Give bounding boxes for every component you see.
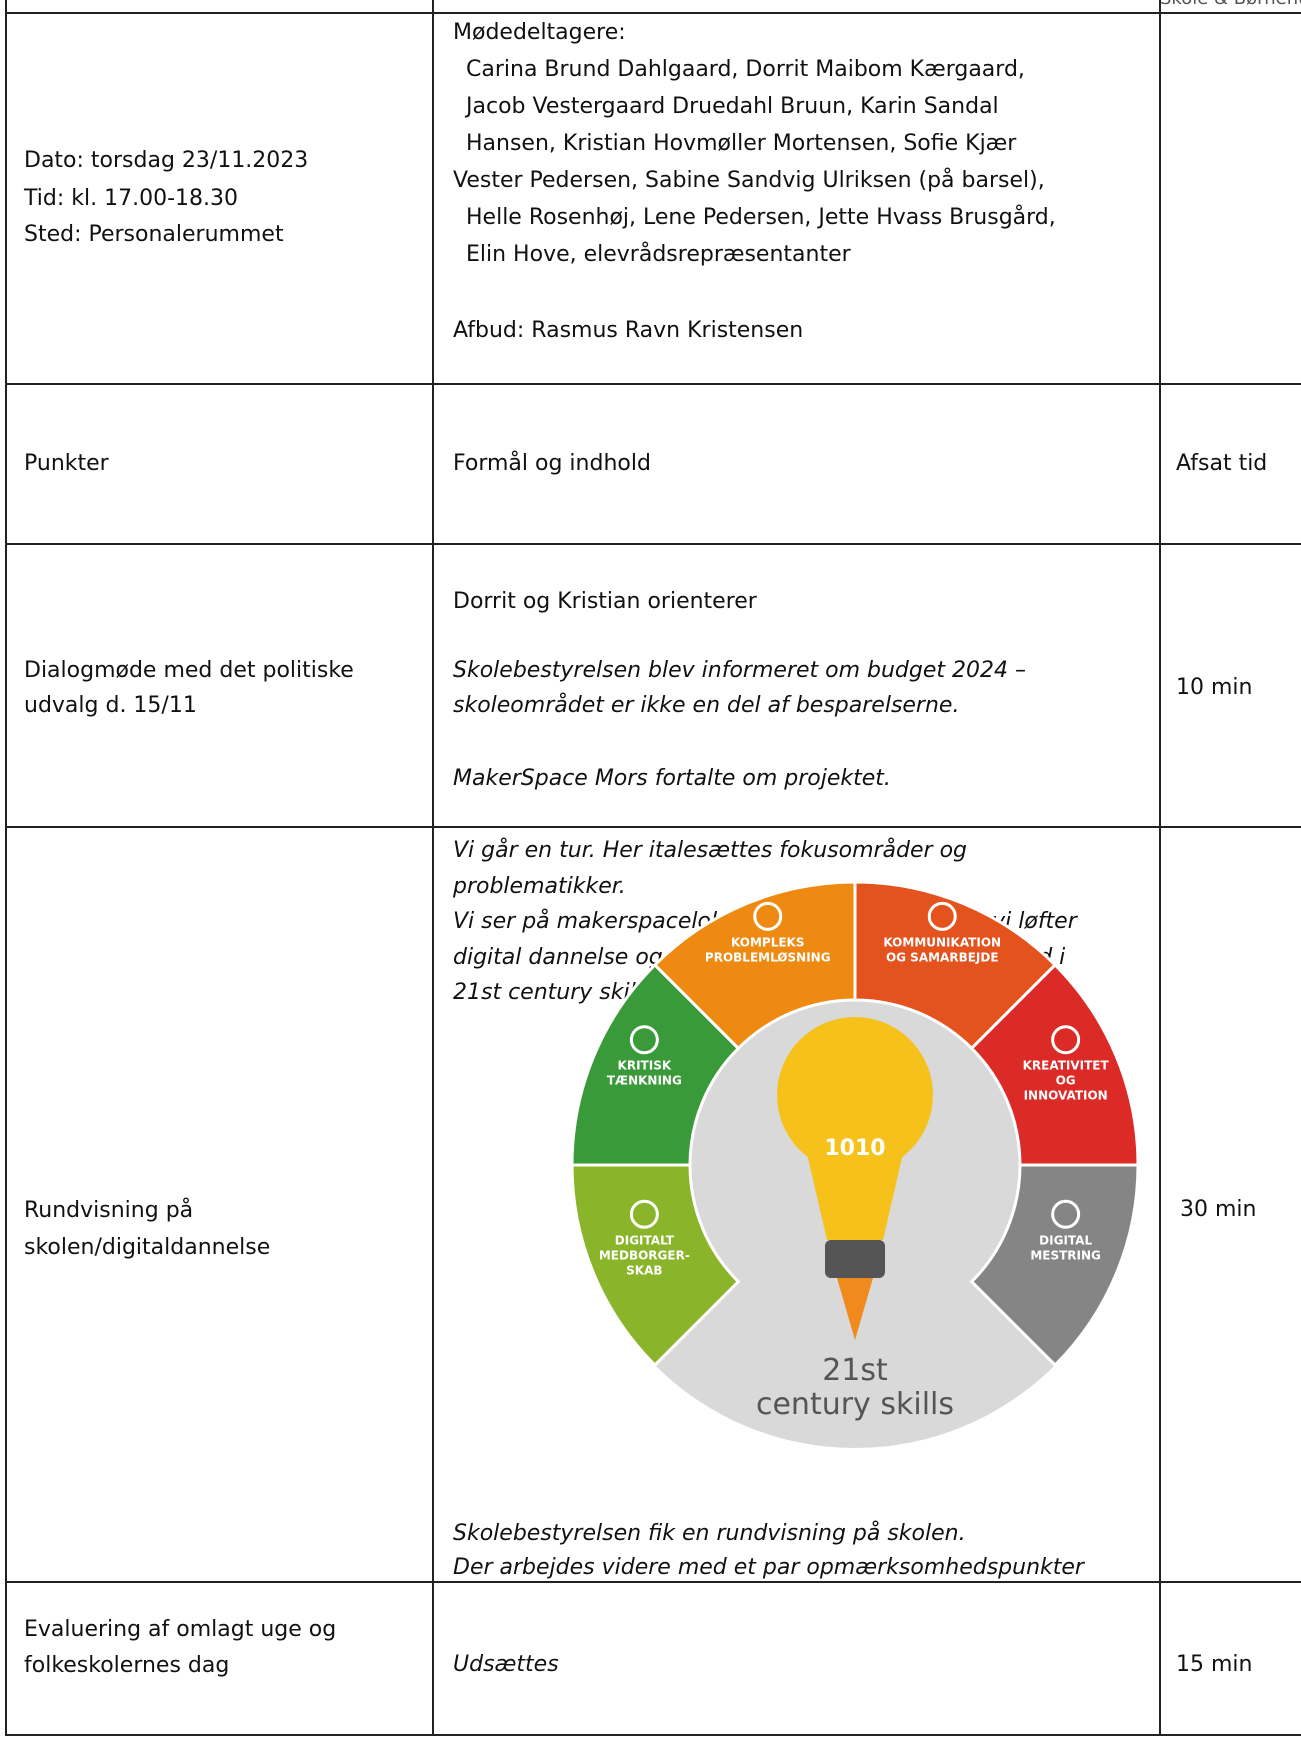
cell-note: Der arbejdes videre med et par opmærksom… bbox=[453, 1555, 1084, 1580]
cell-text: Helle Rosenhøj, Lene Pedersen, Jette Hva… bbox=[466, 205, 1056, 230]
skill-label: KREATIVITET bbox=[1023, 1059, 1110, 1073]
skill-segment bbox=[570, 1163, 741, 1368]
figure-title: century skills bbox=[756, 1387, 954, 1422]
cell-text: Rundvisning på bbox=[24, 1198, 194, 1223]
skill-label: OG bbox=[1056, 1074, 1076, 1088]
cell-text: skolen/digitaldannelse bbox=[24, 1235, 271, 1260]
cell-note: MakerSpace Mors fortalte om projektet. bbox=[453, 766, 891, 791]
cell-note: 21st century skills bbox=[453, 980, 654, 1005]
skill-segment bbox=[969, 1163, 1140, 1368]
cell-text: Vester Pedersen, Sabine Sandvig Ulriksen… bbox=[453, 168, 1045, 193]
cell-text: 15 min bbox=[1176, 1652, 1253, 1677]
skill-label: MEDBORGER- bbox=[599, 1248, 690, 1262]
border bbox=[5, 1581, 1301, 1583]
border bbox=[5, 12, 1301, 14]
cell-text: folkeskolernes dag bbox=[24, 1653, 230, 1678]
bulb-text: 1010 bbox=[824, 1136, 885, 1161]
border bbox=[5, 826, 1301, 828]
cell-text: 10 min bbox=[1176, 675, 1253, 700]
logo-text: Skole & Børnehu bbox=[1160, 0, 1301, 14]
border bbox=[432, 0, 434, 1736]
skill-label: INNOVATION bbox=[1024, 1089, 1108, 1103]
skill-label: PROBLEMLØSNING bbox=[705, 950, 831, 964]
border bbox=[5, 0, 7, 1736]
skill-label: KRITISK bbox=[618, 1059, 672, 1073]
skill-icon bbox=[1051, 1025, 1081, 1055]
cell-text: Jacob Vestergaard Druedahl Bruun, Karin … bbox=[466, 94, 999, 119]
cell-note: skoleområdet er ikke en del af besparels… bbox=[453, 693, 960, 718]
skill-label: SKAB bbox=[626, 1263, 662, 1277]
cell-text: Formål og indhold bbox=[453, 451, 651, 476]
cell-text: Tid: kl. 17.00-18.30 bbox=[24, 186, 238, 211]
cell-text: Evaluering af omlagt uge og bbox=[24, 1617, 337, 1642]
skill-label: KOMMUNIKATION bbox=[883, 935, 1001, 949]
cell-text: Punkter bbox=[24, 451, 109, 476]
cell-text: Afbud: Rasmus Ravn Kristensen bbox=[453, 318, 804, 343]
cell-text: Carina Brund Dahlgaard, Dorrit Maibom Kæ… bbox=[466, 57, 1025, 82]
cell-text: Afsat tid bbox=[1176, 451, 1268, 476]
skill-icon bbox=[1051, 1199, 1081, 1229]
skill-icon bbox=[753, 901, 783, 931]
skill-label: DIGITAL bbox=[1039, 1233, 1092, 1247]
cell-note: Vi går en tur. Her italesættes fokusområ… bbox=[453, 838, 968, 863]
flame bbox=[837, 1278, 873, 1340]
cell-note: Skolebestyrelsen fik en rundvisning på s… bbox=[453, 1521, 966, 1546]
cell-note: problematikker. bbox=[453, 874, 626, 899]
bulb-neck bbox=[805, 1145, 905, 1240]
cell-text: 30 min bbox=[1180, 1197, 1257, 1222]
border bbox=[1159, 0, 1161, 1736]
cell-text: udvalg d. 15/11 bbox=[24, 693, 197, 718]
cell-heading: Mødedeltagere: bbox=[453, 20, 626, 45]
skill-label: KOMPLEKS bbox=[731, 935, 804, 949]
skill-label: MESTRING bbox=[1030, 1248, 1101, 1262]
bulb-base bbox=[825, 1240, 885, 1278]
border bbox=[5, 543, 1301, 545]
bulb bbox=[777, 1017, 933, 1173]
border bbox=[5, 383, 1301, 385]
skill-label: OG SAMARBEJDE bbox=[886, 950, 999, 964]
cell-note: Udsættes bbox=[453, 1652, 559, 1677]
cell-text: Elin Hove, elevrådsrepræsentanter bbox=[466, 242, 851, 267]
figure-title: 21st bbox=[822, 1353, 888, 1388]
skill-label: TÆNKNING bbox=[607, 1074, 682, 1088]
skill-icon bbox=[629, 1199, 659, 1229]
cell-text: Dorrit og Kristian orienterer bbox=[453, 589, 757, 614]
skill-label: DIGITALT bbox=[615, 1233, 675, 1247]
skill-icon bbox=[629, 1025, 659, 1055]
cell-text: Hansen, Kristian Hovmøller Mortensen, So… bbox=[466, 131, 1017, 156]
cell-note: Skolebestyrelsen blev informeret om budg… bbox=[453, 658, 1026, 683]
cell-text: Sted: Personalerummet bbox=[24, 222, 284, 247]
cell-text: Dato: torsdag 23/11.2023 bbox=[24, 148, 309, 173]
border bbox=[5, 1734, 1301, 1736]
cell-text: Dialogmøde med det politiske bbox=[24, 658, 354, 683]
skill-icon bbox=[927, 901, 957, 931]
